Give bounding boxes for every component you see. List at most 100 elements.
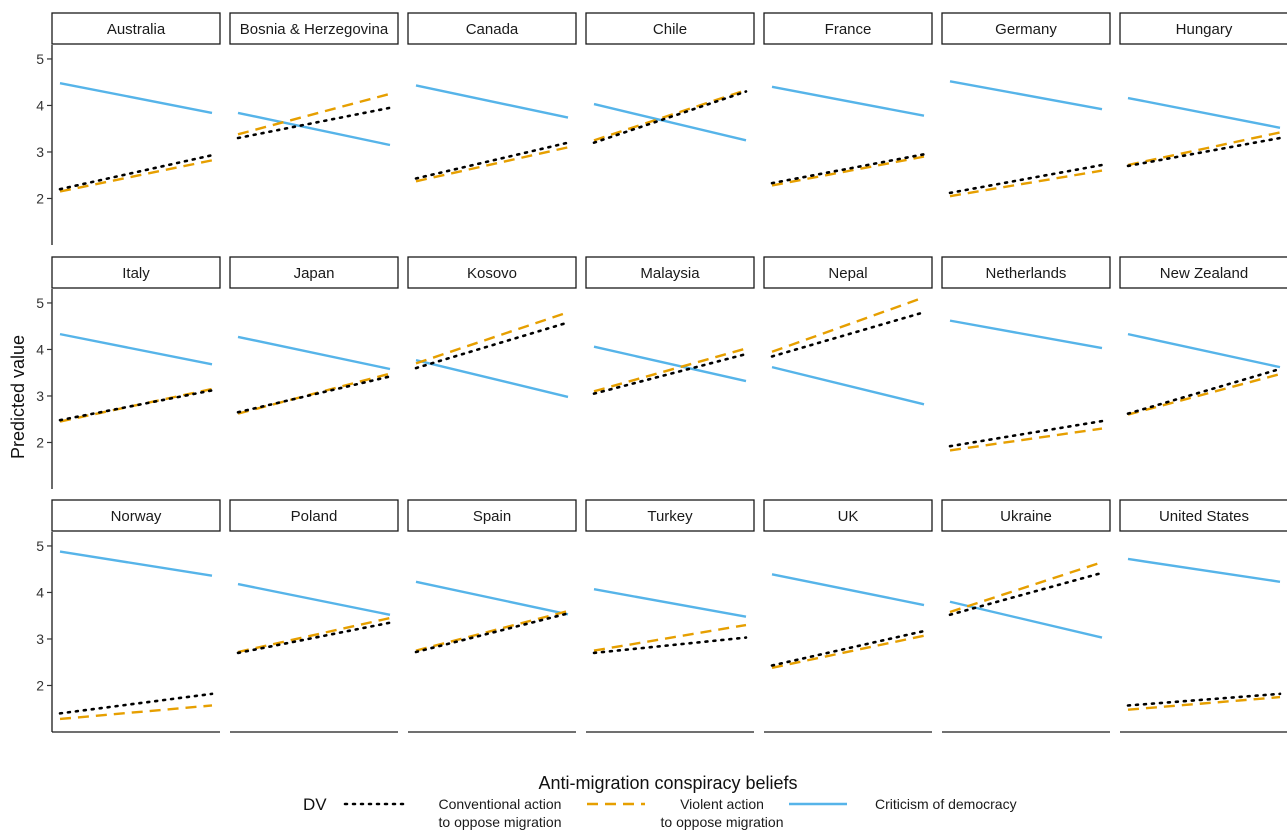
line-conventional-uk bbox=[770, 629, 926, 667]
strip-chile bbox=[585, 12, 755, 45]
strip-label-chile: Chile bbox=[653, 21, 687, 38]
legend-label-violent: Violent action bbox=[680, 796, 764, 812]
line-criticism-japan bbox=[237, 335, 391, 371]
line-criticism-chile bbox=[593, 102, 747, 142]
line-violent-new-zealand bbox=[1127, 372, 1281, 416]
line-conventional-nepal bbox=[770, 310, 926, 358]
line-criticism-italy bbox=[59, 332, 213, 366]
line-conventional-chile bbox=[592, 90, 748, 144]
line-criticism-kosovo bbox=[415, 358, 569, 399]
line-criticism-bosnia-herzegovina bbox=[237, 111, 391, 147]
y-tick-label-2-row-1: 2 bbox=[36, 190, 44, 206]
line-violent-norway bbox=[59, 704, 213, 721]
line-violent-canada bbox=[415, 146, 569, 183]
strip-label-japan: Japan bbox=[294, 265, 335, 282]
strip-australia bbox=[51, 12, 221, 45]
strip-label-bosnia-herzegovina: Bosnia & Herzegovina bbox=[240, 21, 389, 38]
strip-canada bbox=[407, 12, 577, 45]
line-criticism-canada bbox=[415, 84, 569, 119]
line-violent-poland bbox=[237, 616, 391, 654]
y-tick-label-3-row-2: 3 bbox=[36, 388, 44, 404]
strip-france bbox=[763, 12, 933, 45]
line-violent-spain bbox=[415, 609, 569, 652]
line-violent-france bbox=[771, 155, 925, 187]
strip-label-kosovo: Kosovo bbox=[467, 265, 517, 282]
facet-panels: Australia 2 3 4 5 Bosnia & Herzegovina Canada C… bbox=[36, 12, 1287, 733]
strip-label-united-states: United States bbox=[1159, 508, 1249, 525]
strip-italy bbox=[51, 256, 221, 289]
legend-label-conventional: Conventional action bbox=[439, 796, 562, 812]
line-criticism-spain bbox=[415, 580, 569, 616]
line-conventional-kosovo bbox=[414, 321, 570, 370]
line-violent-nepal bbox=[771, 296, 925, 353]
y-tick-label-4-row-1: 4 bbox=[36, 97, 44, 113]
y-tick-label-5-row-3: 5 bbox=[36, 538, 44, 554]
strip-japan bbox=[229, 256, 399, 289]
y-tick-label-5-row-1: 5 bbox=[36, 51, 44, 67]
line-criticism-new-zealand bbox=[1127, 332, 1281, 369]
strip-ukraine bbox=[941, 499, 1111, 532]
strip-label-turkey: Turkey bbox=[647, 508, 693, 525]
strip-label-australia: Australia bbox=[107, 21, 166, 38]
line-criticism-norway bbox=[59, 550, 213, 577]
line-violent-malaysia bbox=[593, 347, 747, 393]
line-conventional-norway bbox=[58, 692, 214, 715]
strip-united-states bbox=[1119, 499, 1287, 532]
y-tick-label-3-row-1: 3 bbox=[36, 144, 44, 160]
line-criticism-poland bbox=[237, 582, 391, 616]
line-violent-australia bbox=[59, 159, 213, 193]
strip-spain bbox=[407, 499, 577, 532]
strip-uk bbox=[763, 499, 933, 532]
line-criticism-nepal bbox=[771, 365, 925, 406]
line-conventional-poland bbox=[236, 621, 392, 655]
y-tick-label-2-row-3: 2 bbox=[36, 677, 44, 693]
strip-label-netherlands: Netherlands bbox=[986, 265, 1067, 282]
line-violent-kosovo bbox=[415, 311, 569, 365]
strip-nepal bbox=[763, 256, 933, 289]
strip-bosnia-herzegovina bbox=[229, 12, 399, 45]
strip-label-france: France bbox=[825, 21, 872, 38]
line-violent-germany bbox=[949, 169, 1103, 198]
line-conventional-australia bbox=[58, 153, 214, 191]
line-criticism-turkey bbox=[593, 588, 747, 618]
legend: DV Conventional action to oppose migratio… bbox=[303, 795, 1017, 830]
y-tick-label-4-row-2: 4 bbox=[36, 341, 44, 357]
strip-label-spain: Spain bbox=[473, 508, 511, 525]
y-axis-title: Predicted value bbox=[8, 335, 28, 459]
line-violent-hungary bbox=[1127, 131, 1281, 167]
strip-label-poland: Poland bbox=[291, 508, 338, 525]
line-conventional-hungary bbox=[1126, 136, 1282, 168]
line-criticism-australia bbox=[59, 81, 213, 115]
strip-label-new-zealand: New Zealand bbox=[1160, 265, 1248, 282]
line-conventional-spain bbox=[414, 612, 570, 654]
line-criticism-germany bbox=[949, 80, 1103, 111]
strip-label-italy: Italy bbox=[122, 265, 150, 282]
line-conventional-new-zealand bbox=[1126, 367, 1282, 415]
strip-hungary bbox=[1119, 12, 1287, 45]
line-conventional-turkey bbox=[592, 636, 748, 655]
line-violent-ukraine bbox=[949, 561, 1103, 614]
line-conventional-japan bbox=[236, 375, 392, 414]
line-criticism-uk bbox=[771, 573, 925, 607]
strip-label-germany: Germany bbox=[995, 21, 1057, 38]
line-criticism-hungary bbox=[1127, 96, 1281, 129]
line-criticism-ukraine bbox=[949, 600, 1103, 639]
strip-label-hungary: Hungary bbox=[1176, 21, 1233, 38]
line-conventional-united-states bbox=[1126, 692, 1282, 707]
line-criticism-netherlands bbox=[949, 319, 1103, 350]
strip-norway bbox=[51, 499, 221, 532]
strip-germany bbox=[941, 12, 1111, 45]
line-criticism-united-states bbox=[1127, 557, 1281, 583]
line-violent-turkey bbox=[593, 623, 747, 652]
line-conventional-france bbox=[770, 153, 926, 185]
line-conventional-canada bbox=[414, 141, 570, 180]
strip-new-zealand bbox=[1119, 256, 1287, 289]
strip-label-malaysia: Malaysia bbox=[640, 265, 700, 282]
line-violent-uk bbox=[771, 634, 925, 669]
strip-poland bbox=[229, 499, 399, 532]
x-axis-title: Anti-migration conspiracy beliefs bbox=[538, 773, 797, 793]
legend-label-conventional-line2: to oppose migration bbox=[439, 814, 562, 830]
strip-netherlands bbox=[941, 256, 1111, 289]
line-violent-bosnia-herzegovina bbox=[237, 92, 391, 136]
